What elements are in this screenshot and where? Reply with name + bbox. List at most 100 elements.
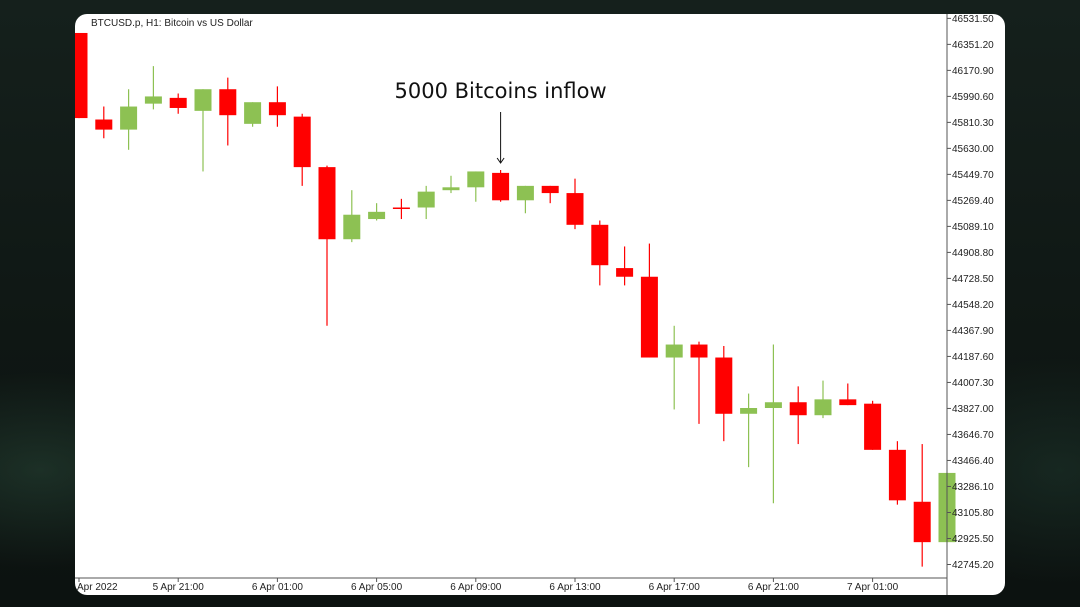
x-tick-label: 6 Apr 05:00	[351, 582, 403, 593]
y-tick-label: 45990.60	[952, 92, 994, 103]
y-tick-label: 43286.10	[952, 482, 994, 493]
candle-body	[442, 187, 460, 191]
y-tick-label: 42925.50	[952, 534, 994, 545]
candle	[120, 89, 138, 150]
candle	[690, 341, 708, 424]
candle	[864, 400, 882, 450]
y-tick-label: 44908.80	[952, 248, 994, 259]
candle	[715, 345, 733, 442]
chart-title: BTCUSD.p, H1: Bitcoin vs US Dollar	[91, 18, 253, 29]
candle	[75, 32, 88, 119]
candle-body	[75, 32, 88, 119]
y-tick-label: 44367.90	[952, 326, 994, 337]
y-tick-label: 46351.20	[952, 40, 994, 51]
candle-body	[244, 102, 262, 124]
candle	[492, 170, 510, 202]
x-tick-label: 6 Apr 01:00	[252, 582, 304, 593]
candlestick-chart: 5000 Bitcoins inflow 46531.50 46351.20 461…	[75, 14, 994, 595]
y-tick-label: 46531.50	[952, 14, 994, 25]
candle-body	[640, 276, 658, 358]
candle	[169, 93, 187, 114]
candle	[417, 185, 435, 220]
y-tick-label: 43105.80	[952, 508, 994, 519]
candle-body	[120, 106, 138, 130]
candle	[839, 383, 857, 406]
candle	[789, 386, 807, 445]
x-axis: Apr 2022 5 Apr 21:00 6 Apr 01:00 6 Apr 05:0…	[75, 577, 947, 593]
candle-body	[764, 402, 782, 409]
x-tick-label: 6 Apr 13:00	[549, 582, 601, 593]
x-tick-label: 6 Apr 21:00	[748, 582, 800, 593]
candles-layer	[75, 32, 956, 567]
candle	[591, 220, 609, 286]
candle	[814, 380, 832, 419]
candle	[913, 444, 931, 567]
x-tick-label: 6 Apr 09:00	[450, 582, 502, 593]
candle	[392, 198, 410, 220]
candle	[566, 178, 584, 230]
chart-card: 5000 Bitcoins inflow 46531.50 46351.20 461…	[75, 14, 1005, 595]
candle-body	[690, 344, 708, 358]
y-tick-label: 42745.20	[952, 560, 994, 571]
candle	[442, 175, 460, 194]
y-tick-label: 44007.30	[952, 378, 994, 389]
y-tick-label: 45810.30	[952, 118, 994, 129]
candle-body	[814, 399, 832, 416]
candle-body	[516, 185, 534, 201]
candle	[764, 344, 782, 504]
candle-body	[616, 268, 634, 277]
candle-body	[789, 402, 807, 416]
candle	[293, 113, 311, 186]
candle-body	[368, 211, 386, 220]
candle-body	[492, 172, 510, 201]
candle	[541, 185, 559, 204]
candle-body	[417, 191, 435, 208]
candle	[244, 102, 262, 127]
candle	[516, 185, 534, 214]
candle-body	[219, 89, 237, 116]
y-tick-label: 43827.00	[952, 404, 994, 415]
candle	[318, 165, 336, 326]
y-tick-label: 44548.20	[952, 300, 994, 311]
annotation-layer: 5000 Bitcoins inflow	[395, 79, 607, 164]
candle-body	[268, 102, 286, 116]
candle-body	[169, 97, 187, 108]
candle-body	[541, 185, 559, 194]
y-tick-label: 44728.50	[952, 274, 994, 285]
candle	[144, 66, 162, 110]
x-tick-label: 7 Apr 01:00	[847, 582, 899, 593]
candle-body	[864, 403, 882, 450]
candle	[343, 190, 361, 243]
candle-body	[95, 119, 113, 130]
candle-body	[591, 224, 609, 266]
candle	[888, 441, 906, 505]
x-tick-label: 5 Apr 21:00	[153, 582, 205, 593]
y-tick-label: 43646.70	[952, 430, 994, 441]
candle	[616, 246, 634, 286]
y-tick-label: 46170.90	[952, 66, 994, 77]
candle-body	[665, 344, 683, 358]
candle-body	[839, 399, 857, 406]
y-tick-label: 44187.60	[952, 352, 994, 363]
annotation-label: 5000 Bitcoins inflow	[395, 79, 607, 103]
x-tick-label: Apr 2022	[77, 582, 118, 593]
candle-body	[913, 501, 931, 543]
candle-body	[144, 96, 162, 104]
x-tick-label: 6 Apr 17:00	[649, 582, 701, 593]
candle-body	[715, 357, 733, 414]
candle	[268, 86, 286, 127]
annotation-arrow-head	[496, 157, 505, 164]
candle	[740, 393, 758, 468]
y-tick-label: 43466.40	[952, 456, 994, 467]
candle-body	[740, 408, 758, 414]
candle-body	[566, 193, 584, 225]
candle	[640, 243, 658, 358]
candle-body	[293, 116, 311, 168]
candle	[95, 106, 113, 139]
y-tick-label: 45269.40	[952, 196, 994, 207]
candle	[194, 89, 212, 172]
candle	[665, 325, 683, 410]
candle-body	[194, 89, 212, 111]
y-tick-label: 45630.00	[952, 144, 994, 155]
candle	[467, 171, 485, 202]
